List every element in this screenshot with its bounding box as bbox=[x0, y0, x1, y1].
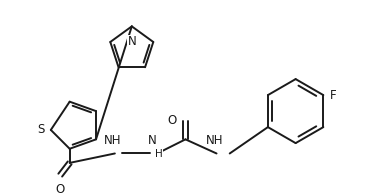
Text: N: N bbox=[148, 134, 157, 147]
Text: NH: NH bbox=[104, 134, 122, 147]
Text: S: S bbox=[37, 123, 44, 136]
Text: H: H bbox=[155, 149, 163, 159]
Text: O: O bbox=[56, 183, 65, 196]
Text: O: O bbox=[168, 114, 177, 127]
Text: NH: NH bbox=[206, 134, 223, 147]
Text: F: F bbox=[330, 89, 337, 102]
Text: N: N bbox=[127, 35, 136, 48]
